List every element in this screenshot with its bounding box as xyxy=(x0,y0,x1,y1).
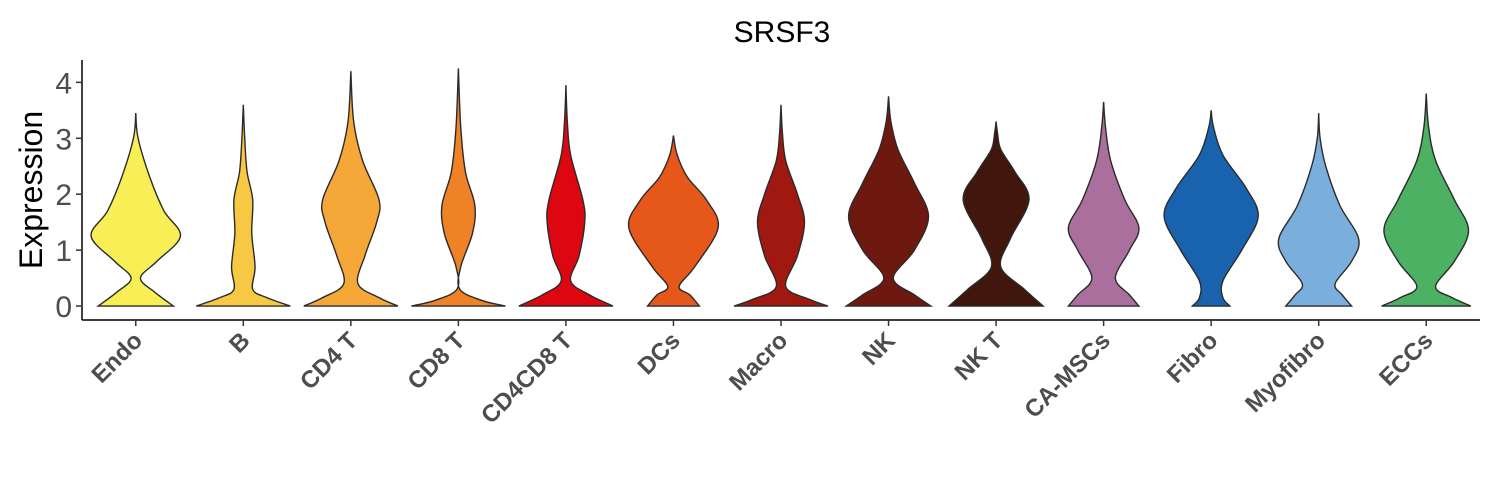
x-tick-label: Fibro xyxy=(1162,327,1224,389)
violin-macro xyxy=(733,104,829,307)
y-ticks: 0 1 2 3 4 xyxy=(55,67,82,324)
violin-nk xyxy=(843,96,934,307)
y-tick-label: 1 xyxy=(55,235,72,268)
y-tick-label: 2 xyxy=(55,179,72,212)
violin-dcs xyxy=(627,135,720,307)
x-tick-label: Endo xyxy=(86,327,148,389)
violin-cd4-t xyxy=(303,71,399,307)
violin-eccs xyxy=(1381,93,1472,307)
violin-cd8-t xyxy=(411,68,506,307)
violin-fibro xyxy=(1163,110,1259,307)
x-tick-label: NK xyxy=(857,327,901,371)
chart-title: SRSF3 xyxy=(734,16,831,49)
x-tick-label: ECCs xyxy=(1374,327,1438,391)
y-tick-label: 0 xyxy=(55,291,72,324)
y-tick-label: 3 xyxy=(55,123,72,156)
x-tick-label: Macro xyxy=(724,327,793,396)
x-tick-label: CD8 T xyxy=(403,327,471,395)
violin-cd4cd8-t xyxy=(518,85,614,307)
violin-nk-t xyxy=(947,121,1045,307)
violin-b xyxy=(196,104,291,307)
violin-ca-mscs xyxy=(1066,101,1141,307)
x-tick-label: CA-MSCs xyxy=(1019,327,1115,423)
x-tick-label: B xyxy=(224,327,255,358)
y-tick-label: 4 xyxy=(55,67,72,100)
violin-endo xyxy=(90,113,182,307)
x-tick-label: NK T xyxy=(950,327,1009,386)
x-ticks: Endo B CD4 T CD8 T CD4CD8 T DCs Macro NK NK T CA-… xyxy=(86,320,1438,429)
violin-group xyxy=(90,68,1472,307)
x-tick-label: CD4 T xyxy=(295,327,363,395)
x-tick-label: DCs xyxy=(633,327,686,380)
x-tick-label: CD4CD8 T xyxy=(476,327,578,429)
y-axis-label: Expression xyxy=(13,111,49,269)
x-tick-label: Myofibro xyxy=(1240,327,1331,418)
violin-myofibro xyxy=(1277,113,1360,307)
